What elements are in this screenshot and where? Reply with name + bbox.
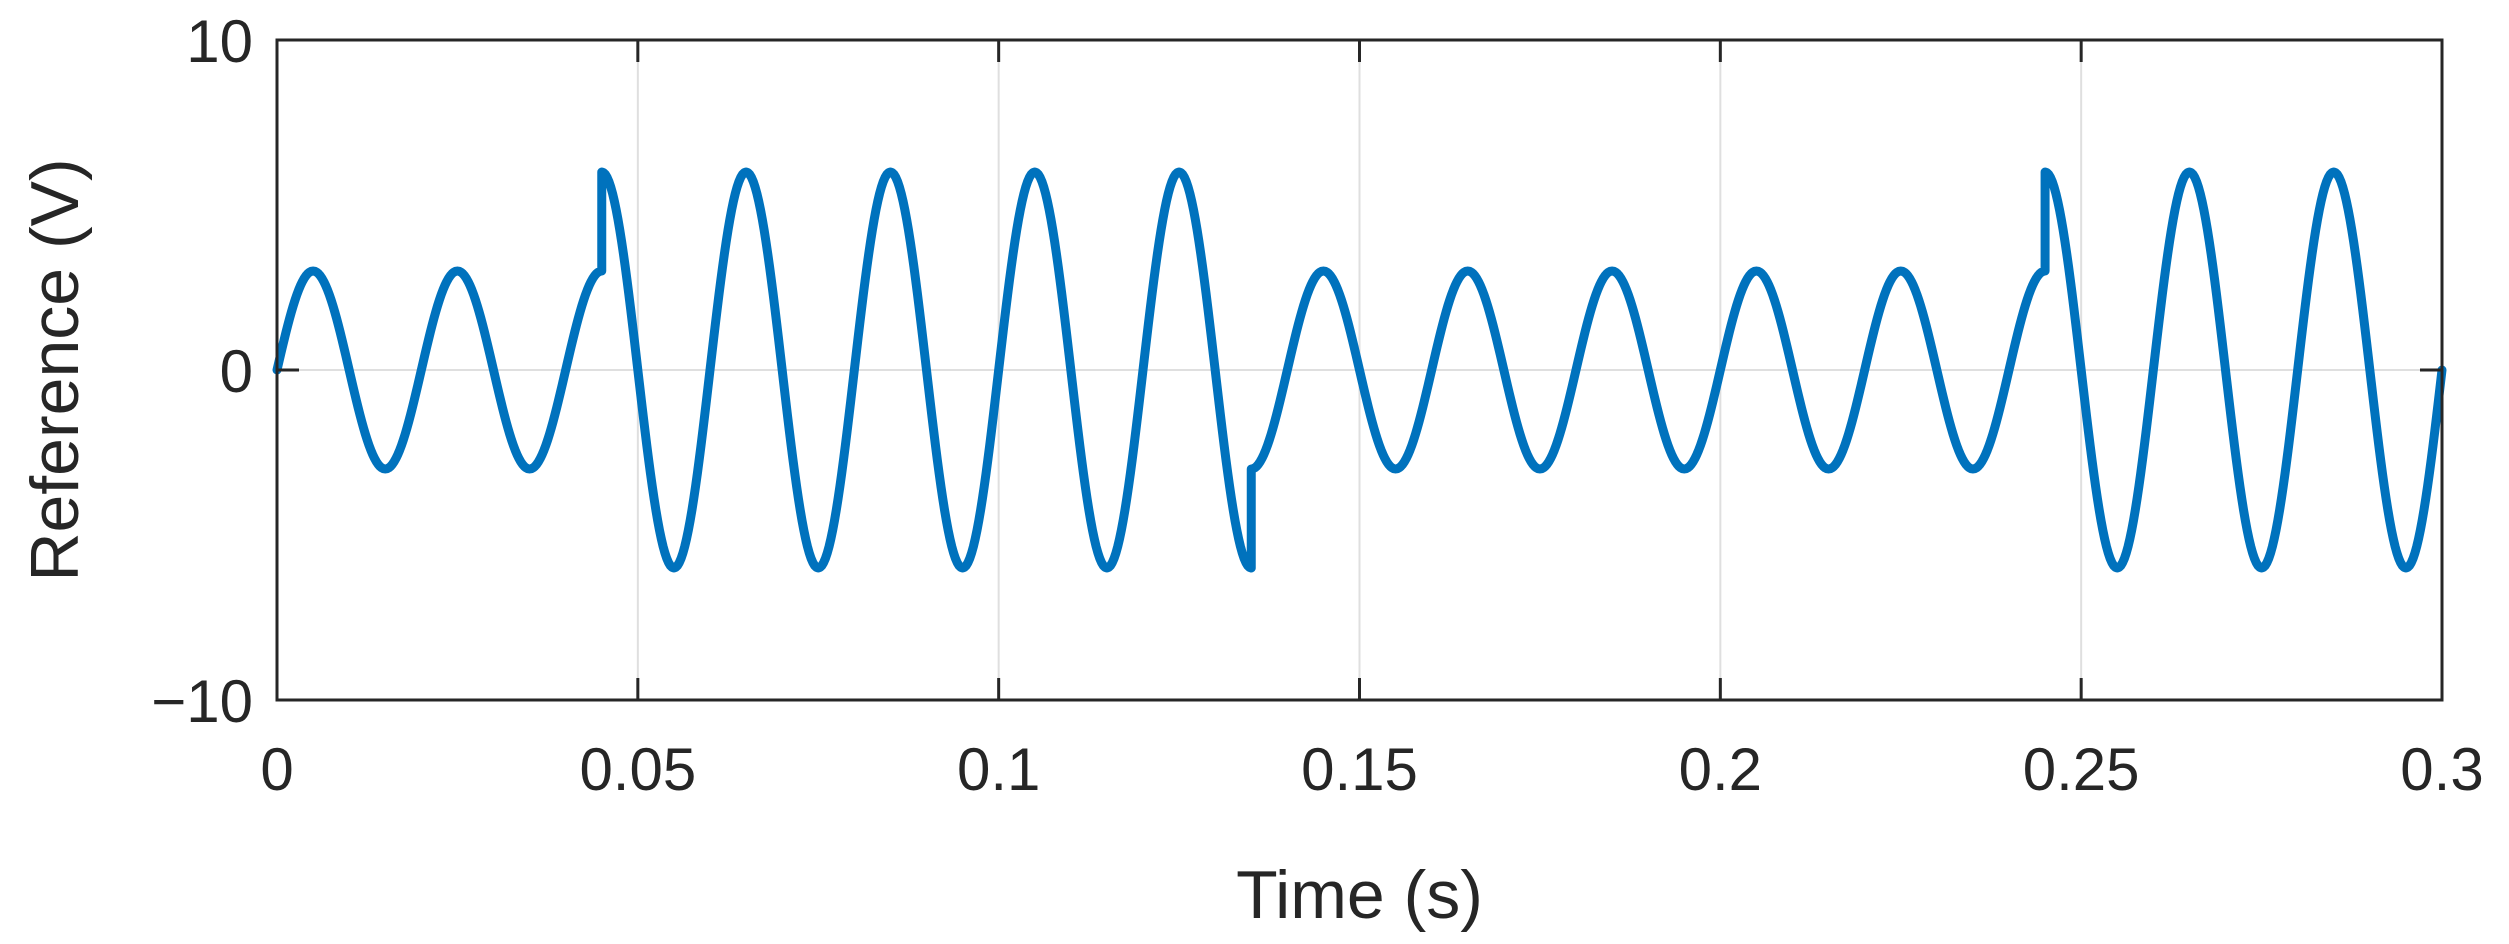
series-line-layer	[272, 167, 2447, 573]
x-tick-label: 0.05	[579, 736, 696, 803]
y-tick-label: 10	[186, 8, 253, 75]
y-axis-label: Reference (V)	[17, 158, 93, 581]
axis-ticks	[275, 38, 2444, 702]
x-tick-label: 0	[260, 736, 293, 803]
x-tick-label: 0.15	[1301, 736, 1418, 803]
x-tick-label: 0.2	[1679, 736, 1762, 803]
y-tick-label: 0	[220, 338, 253, 405]
y-tick-label: −10	[151, 668, 253, 735]
reference-voltage-line	[272, 167, 2447, 573]
x-tick-label: 0.1	[957, 736, 1040, 803]
y-tick-labels: −10 0 10	[151, 8, 253, 735]
x-tick-label: 0.25	[2023, 736, 2140, 803]
x-tick-label: 0.3	[2400, 736, 2483, 803]
x-axis-label: Time (s)	[1236, 857, 1483, 933]
x-tick-labels: 0 0.05 0.1 0.15 0.2 0.25 0.3	[260, 736, 2483, 803]
